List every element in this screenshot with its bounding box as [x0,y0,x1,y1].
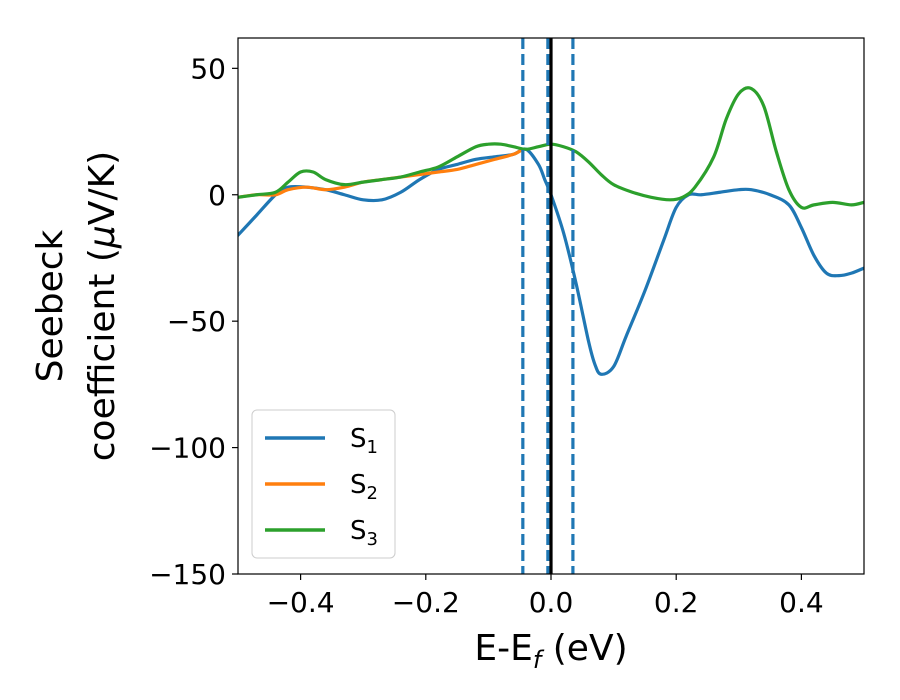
x-tick-label: 0.0 [529,586,574,619]
legend: S1 S2 S3 [251,409,396,559]
series-line-3 [238,86,864,210]
vline-layer [521,38,575,574]
legend-label-1: S1 [350,424,378,458]
series-line-1 [238,147,864,376]
x-tick-label: −0.4 [267,586,335,619]
y-tick-label: −100 [149,432,226,465]
y-axis-title-line2: coefficient (μV/K) [82,151,123,461]
plot-area [238,38,864,574]
y-axis-title-line1: Seebeck [30,229,71,382]
y-axis-ticks: 50 0 −50 −100 −150 [149,52,238,591]
legend-label-2: S2 [350,470,378,504]
y-tick-label: 0 [208,179,226,212]
y-axis-title: Seebeck coefficient (μV/K) [30,151,123,461]
y-tick-label: −150 [149,558,226,591]
series-layer [238,86,864,376]
y-tick-label: −50 [167,305,226,338]
legend-label-3: S3 [350,516,378,550]
x-axis-ticks: −0.4 −0.2 0.0 0.2 0.4 [267,574,824,619]
x-tick-label: −0.2 [392,586,460,619]
x-axis-title: E-Ef (eV) [474,628,627,674]
x-tick-label: 0.2 [654,586,699,619]
y-tick-label: 50 [190,52,226,85]
x-tick-label: 0.4 [779,586,824,619]
